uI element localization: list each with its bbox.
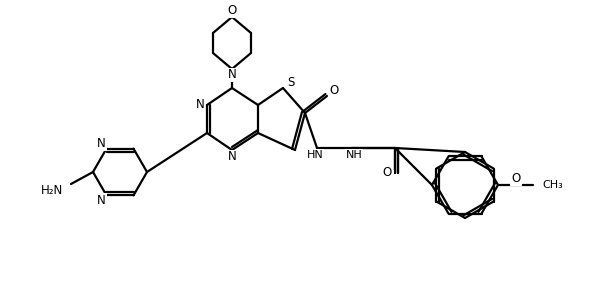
Text: NH: NH — [346, 150, 362, 160]
Text: H₂N: H₂N — [41, 184, 63, 197]
Text: N: N — [228, 69, 237, 81]
Polygon shape — [422, 142, 533, 233]
Text: HN: HN — [306, 150, 324, 160]
Text: N: N — [97, 137, 106, 150]
Text: O: O — [330, 85, 339, 98]
Text: O: O — [511, 173, 521, 186]
Text: N: N — [97, 194, 106, 207]
Text: CH₃: CH₃ — [542, 180, 563, 190]
Text: O: O — [383, 166, 392, 180]
Text: O: O — [383, 171, 393, 184]
Text: N: N — [195, 98, 204, 111]
Text: N: N — [228, 151, 237, 164]
Text: S: S — [287, 76, 294, 89]
Text: O: O — [228, 5, 237, 17]
Polygon shape — [350, 156, 405, 165]
